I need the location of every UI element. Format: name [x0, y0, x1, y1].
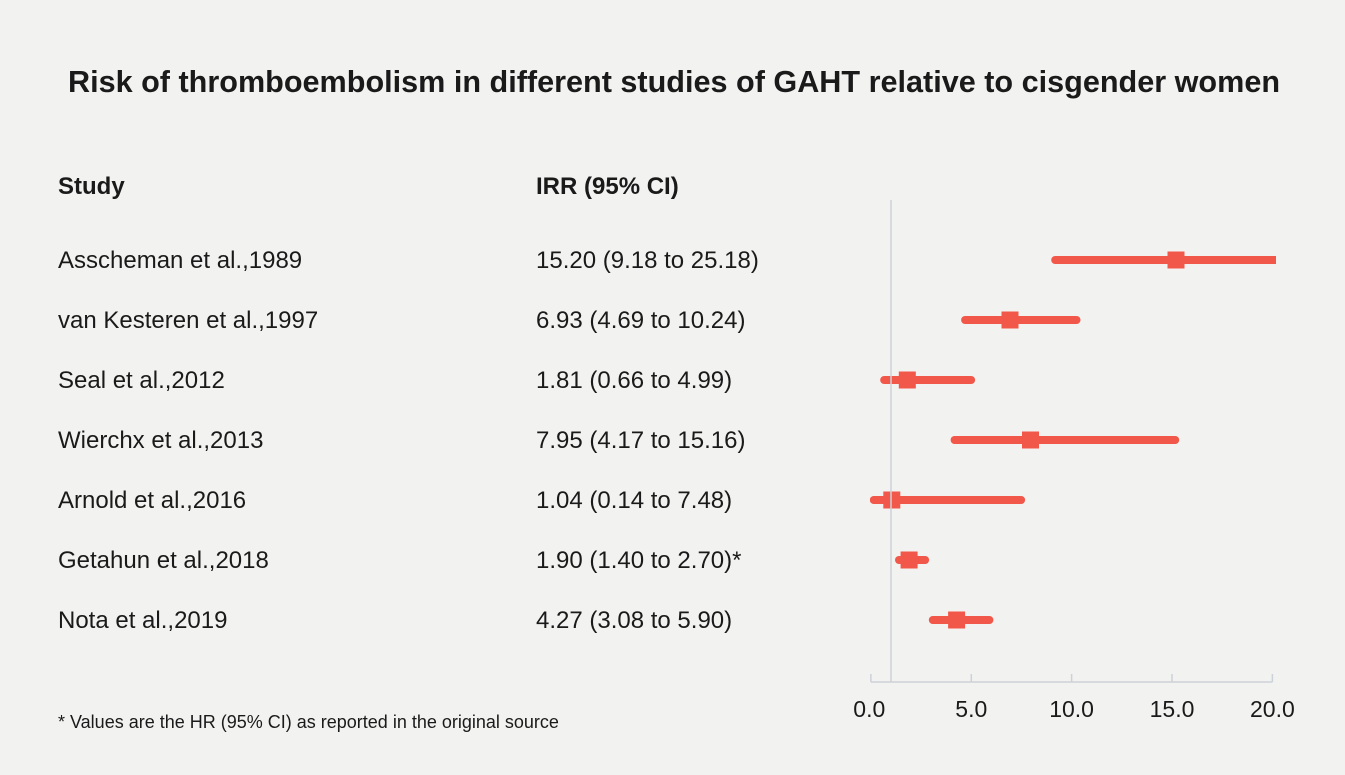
svg-text:10.0: 10.0 [1049, 696, 1094, 722]
svg-text:5.0: 5.0 [955, 696, 987, 722]
svg-text:15.0: 15.0 [1150, 696, 1195, 722]
svg-text:0.0: 0.0 [853, 696, 885, 722]
svg-text:20.0: 20.0 [1250, 696, 1295, 722]
